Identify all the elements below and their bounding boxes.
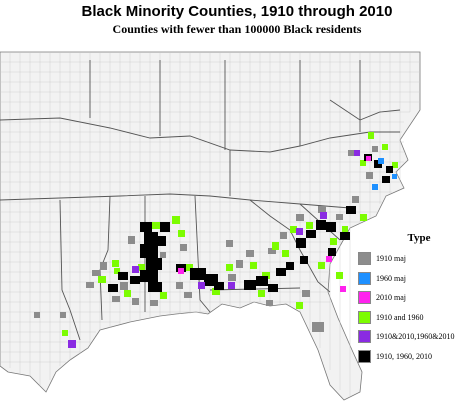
- legend-label: 1910, 1960, 2010: [376, 351, 432, 361]
- counties-2010-maj: [178, 156, 371, 292]
- county-grid: [0, 52, 420, 398]
- legend-item-1910-and-1960: 1910 and 1960: [358, 308, 470, 328]
- legend-label: 1910&2010,1960&2010: [376, 332, 455, 342]
- counties-1910-2010-1960-2010: [68, 150, 360, 348]
- legend-swatch: [358, 330, 371, 344]
- counties-1960-maj: [372, 158, 397, 190]
- map-title: Black Minority Counties, 1910 through 20…: [81, 3, 393, 20]
- legend-item-1960-maj: 1960 maj: [358, 269, 470, 289]
- map-legend: Type 1910 maj 1960 maj 2010 maj 1910 and…: [358, 232, 470, 366]
- legend-title: Type: [407, 232, 431, 244]
- legend-item-1910-2010-1960-2010: 1910&2010,1960&2010: [358, 327, 470, 347]
- legend-label: 2010 maj: [376, 293, 406, 303]
- map-subtitle: Counties with fewer than 100000 Black re…: [112, 22, 362, 36]
- legend-item-1910-1960-2010: 1910, 1960, 2010: [358, 347, 470, 367]
- legend-swatch: [358, 349, 371, 363]
- legend-item-1910-maj: 1910 maj: [358, 249, 470, 269]
- legend-label: 1960 maj: [376, 273, 406, 283]
- legend-swatch: [358, 271, 371, 285]
- legend-swatch: [358, 252, 371, 266]
- legend-label: 1910 maj: [376, 254, 406, 264]
- legend-label: 1910 and 1960: [376, 312, 424, 322]
- southeast-us-county-map: [0, 51, 421, 401]
- legend-swatch: [358, 310, 371, 324]
- counties-1910-maj: [34, 146, 378, 332]
- counties-1910-and-1960: [62, 132, 398, 336]
- legend-swatch: [358, 291, 371, 305]
- legend-item-2010-maj: 2010 maj: [358, 288, 470, 308]
